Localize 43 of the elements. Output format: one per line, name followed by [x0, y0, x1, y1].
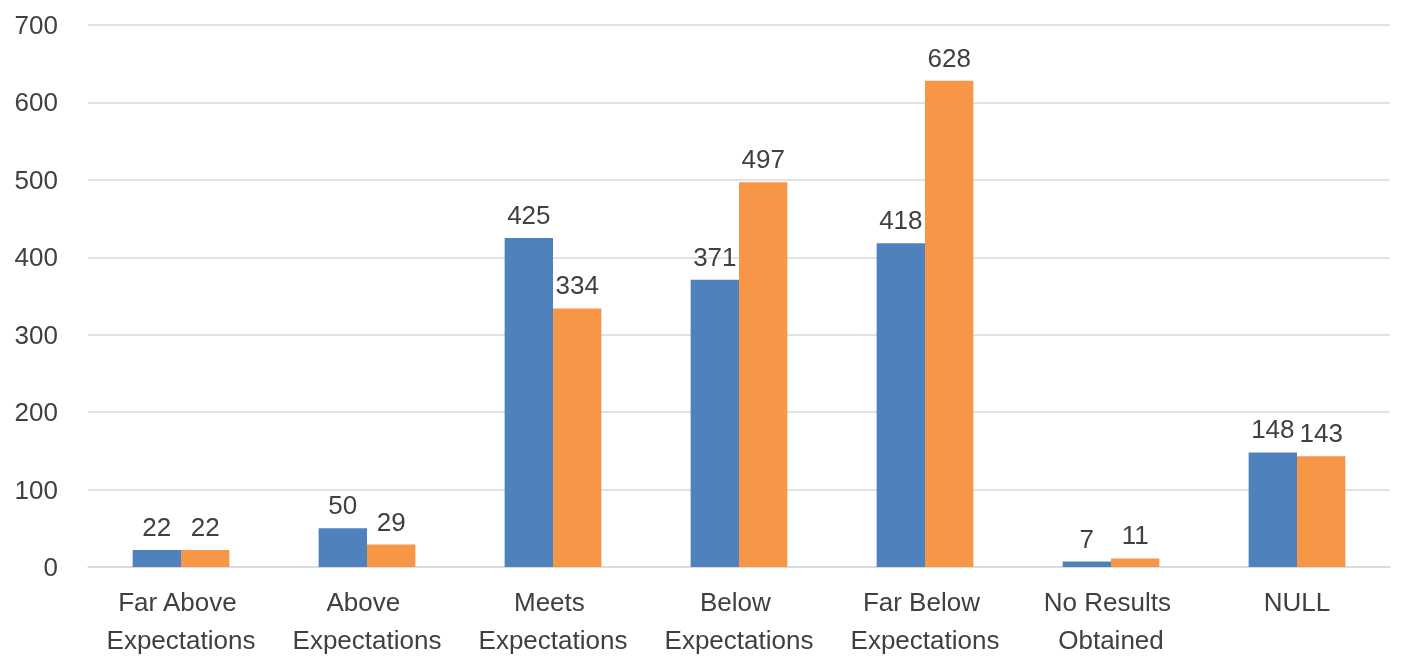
data-label: 418 [879, 205, 923, 236]
data-label: 29 [376, 506, 406, 537]
bar [367, 544, 416, 567]
bar [925, 80, 974, 567]
x-tick-label: Meets Expectations [478, 587, 628, 655]
y-tick-label: 400 [14, 242, 58, 273]
y-tick-label: 200 [14, 397, 58, 428]
x-tick-label: No Results Obtained [1043, 587, 1179, 655]
data-label: 425 [507, 199, 551, 230]
data-label: 22 [142, 511, 172, 542]
bar [553, 308, 602, 567]
data-label: 497 [741, 144, 785, 175]
data-label: 7 [1079, 523, 1095, 554]
bar [1297, 456, 1346, 567]
data-label: 334 [555, 270, 599, 301]
bar [1248, 452, 1297, 567]
y-tick-label: 600 [14, 87, 58, 118]
data-label: 371 [693, 241, 737, 272]
data-label: 22 [190, 511, 220, 542]
x-tick-label: NULL [1263, 587, 1331, 617]
y-tick-label: 0 [43, 552, 58, 582]
bar [739, 182, 788, 567]
data-label: 143 [1299, 418, 1343, 449]
data-label: 50 [328, 490, 358, 521]
bar [504, 237, 553, 567]
x-tick-label: Far Below Expectations [850, 587, 1000, 655]
y-tick-label: 700 [14, 10, 58, 40]
y-tick-label: 500 [14, 164, 58, 195]
x-tick-label: Above Expectations [292, 587, 442, 655]
y-tick-label: 100 [14, 474, 58, 505]
x-tick-label: Far Above Expectations [106, 587, 256, 655]
y-tick-label: 300 [14, 319, 58, 350]
x-tick-label: Below Expectations [664, 587, 814, 655]
bar [690, 279, 739, 567]
bar [1111, 558, 1160, 567]
bar [318, 528, 367, 567]
bar [1062, 561, 1111, 567]
bar [876, 243, 925, 567]
data-label: 628 [927, 42, 971, 73]
bar [181, 549, 230, 567]
data-label: 148 [1251, 414, 1295, 445]
data-label: 11 [1121, 520, 1149, 551]
bar [132, 549, 181, 567]
